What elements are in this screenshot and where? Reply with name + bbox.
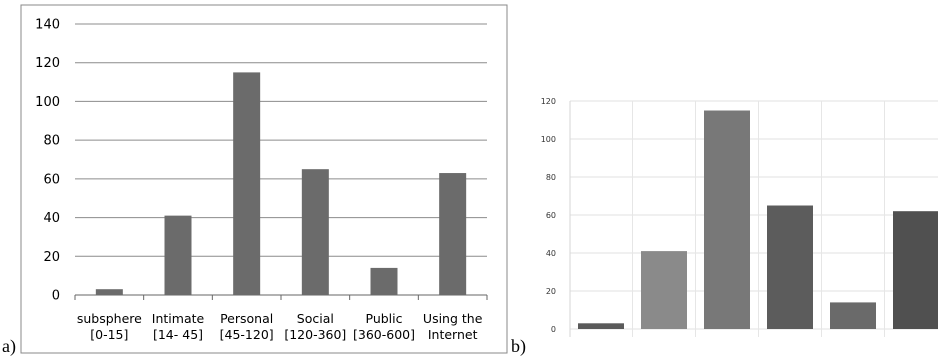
chart-b-bar [830, 302, 876, 329]
chart-a-y-tick-label: 100 [35, 95, 60, 110]
panel-b-label: b) [511, 336, 526, 356]
chart-a-y-tick-label: 140 [35, 18, 60, 33]
chart-a-y-tick-label: 20 [43, 250, 60, 265]
chart-a-category-label: Personal [220, 311, 273, 326]
chart-a-y-tick-label: 60 [43, 172, 60, 187]
chart-a-y-tick-label: 0 [52, 289, 60, 304]
chart-a-category-label: [14- 45] [153, 327, 203, 342]
chart-a-category-label: [120-360] [284, 327, 346, 342]
chart-a-bar [95, 289, 123, 295]
chart-a-category-label: [360-600] [353, 327, 415, 342]
chart-b-bar [641, 251, 687, 329]
chart-a-category-label: subsphere [77, 311, 142, 326]
chart-a-category-label: Social [297, 311, 334, 326]
chart-a-bar [370, 267, 398, 295]
chart-a-y-tick-label: 80 [43, 134, 60, 149]
chart-a-category-label: Intimate [152, 311, 205, 326]
chart-a-y-tick-label: 40 [43, 211, 60, 226]
chart-b-y-tick-label: 20 [546, 287, 556, 296]
chart-b-y-tick-label: 120 [541, 97, 556, 106]
chart-b-y-tick-label: 0 [551, 325, 556, 334]
chart-a-bar [164, 215, 192, 295]
chart-b-bar [704, 110, 750, 329]
chart-a-category-label: [0-15] [90, 327, 128, 342]
chart-a-bar [301, 169, 329, 295]
chart-a-category-label: Using the [423, 311, 483, 326]
chart-b-y-tick-label: 60 [546, 211, 556, 220]
chart-a-bar [233, 72, 261, 296]
chart-b-bar [578, 323, 624, 329]
chart-a-category-label: [45-120] [220, 327, 274, 342]
chart-a: 0 20 40 60 80 100 120 140 subsphere[0-15] Intima… [20, 4, 508, 354]
chart-b-y-tick-label: 100 [541, 135, 556, 144]
chart-b-y-tick-label: 40 [546, 249, 556, 258]
chart-b-y-tick-label: 80 [546, 173, 556, 182]
chart-b-bar [893, 211, 938, 329]
chart-a-y-tick-label: 120 [35, 56, 60, 71]
chart-a-category-label: Public [366, 311, 403, 326]
chart-b-bar [767, 205, 813, 329]
panel-a-label: a) [2, 336, 16, 356]
chart-a-bar [439, 173, 467, 295]
chart-a-category-label: Internet [428, 327, 478, 342]
